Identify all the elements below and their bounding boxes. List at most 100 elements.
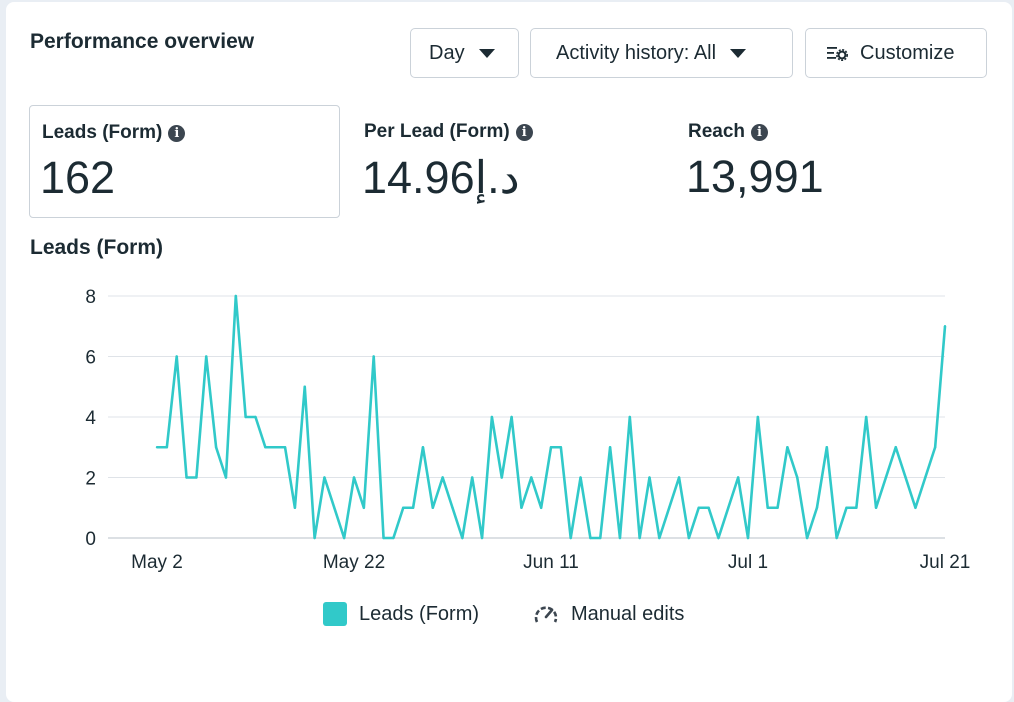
metric-leads-form[interactable]: Leads (Form) i 162 [29,105,340,218]
data-point [687,536,691,540]
data-point [638,536,641,540]
data-point [924,476,927,479]
data-point [264,446,267,449]
data-point [608,446,612,449]
y-tick-label: 2 [85,469,96,490]
metric-value: 13,991 [686,151,824,202]
metric-reach[interactable]: Reach i 13,991 [676,105,987,218]
data-point [510,415,513,419]
day-dropdown[interactable]: Day [410,28,519,78]
data-point [894,446,897,449]
data-point [195,476,198,479]
x-tick-label: Jul 21 [920,552,971,573]
data-point [214,446,218,449]
data-point [658,536,661,540]
customize-label: Customize [860,41,955,64]
info-icon[interactable]: i [515,123,533,141]
data-point [579,476,582,479]
data-point [736,476,740,479]
data-point [431,506,434,509]
data-point [805,536,809,540]
data-point [559,446,563,449]
data-point [441,476,444,479]
data-point [874,506,878,509]
performance-card [6,2,1012,702]
data-point [352,476,356,479]
data-point [372,355,375,358]
metric-per-lead[interactable]: Per Lead (Form) i 14.96د.إ [352,105,663,218]
data-point [865,415,868,419]
data-point [668,506,671,509]
data-point [254,415,257,419]
data-point [461,536,464,540]
data-point [333,506,336,509]
x-tick-label: May 22 [323,552,385,573]
data-point [628,415,631,419]
data-point [815,506,819,509]
metric-value: 14.96د.إ [362,152,520,203]
info-icon[interactable]: i [751,123,769,141]
data-point [500,476,503,479]
data-point [234,294,237,298]
activity-history-dropdown[interactable]: Activity history: All [530,28,793,78]
page-title: Performance overview [30,30,255,53]
caret-down-icon [478,48,495,58]
data-point [274,446,277,449]
data-point [283,446,287,449]
data-point [175,355,178,358]
info-icon[interactable]: i [168,124,186,142]
data-point [293,506,297,509]
data-point [756,415,760,419]
data-point [884,476,888,479]
data-point [648,476,651,479]
customize-button[interactable]: Customize [805,28,987,78]
data-point [471,476,474,479]
data-point [727,506,730,509]
data-point [855,506,858,509]
caret-down-icon [730,48,747,58]
metric-label: Reach [688,121,746,142]
y-tick-label: 6 [85,348,96,369]
legend-item-manual-edits[interactable]: Manual edits [533,602,684,626]
data-point [303,385,306,388]
data-point [185,476,188,479]
metric-value: 162 [40,152,116,203]
data-point [451,506,454,509]
data-point [392,536,395,540]
data-point [155,446,159,449]
data-point [599,536,602,540]
sliders-gear-icon [827,47,848,61]
data-point [697,506,700,509]
data-point [845,506,848,509]
data-point [530,476,533,479]
data-point [589,536,592,540]
legend-label: Manual edits [571,602,685,625]
data-point [362,506,366,509]
data-point [313,536,316,540]
data-point [943,325,947,328]
data-point [520,506,523,509]
activity-history-label: Activity history: All [556,41,717,64]
legend-item-leads[interactable]: Leads (Form) [323,602,479,626]
data-point [244,415,247,419]
x-tick-label: May 2 [131,552,183,573]
data-point [746,536,750,540]
data-point [323,476,326,479]
data-point [205,355,208,358]
data-point [421,446,425,449]
data-point [165,446,169,449]
data-point [677,476,681,479]
data-point [224,476,228,479]
data-point [411,506,415,509]
y-tick-label: 0 [85,529,96,550]
data-point [539,506,543,509]
data-point [933,446,937,449]
x-tick-label: Jun 11 [523,552,579,573]
data-point [904,476,907,479]
data-point [549,446,553,449]
x-tick-label: Jul 1 [728,552,768,573]
data-point [796,476,799,479]
chart-title: Leads (Form) [30,236,164,259]
data-point [402,506,405,509]
data-point [707,506,710,509]
